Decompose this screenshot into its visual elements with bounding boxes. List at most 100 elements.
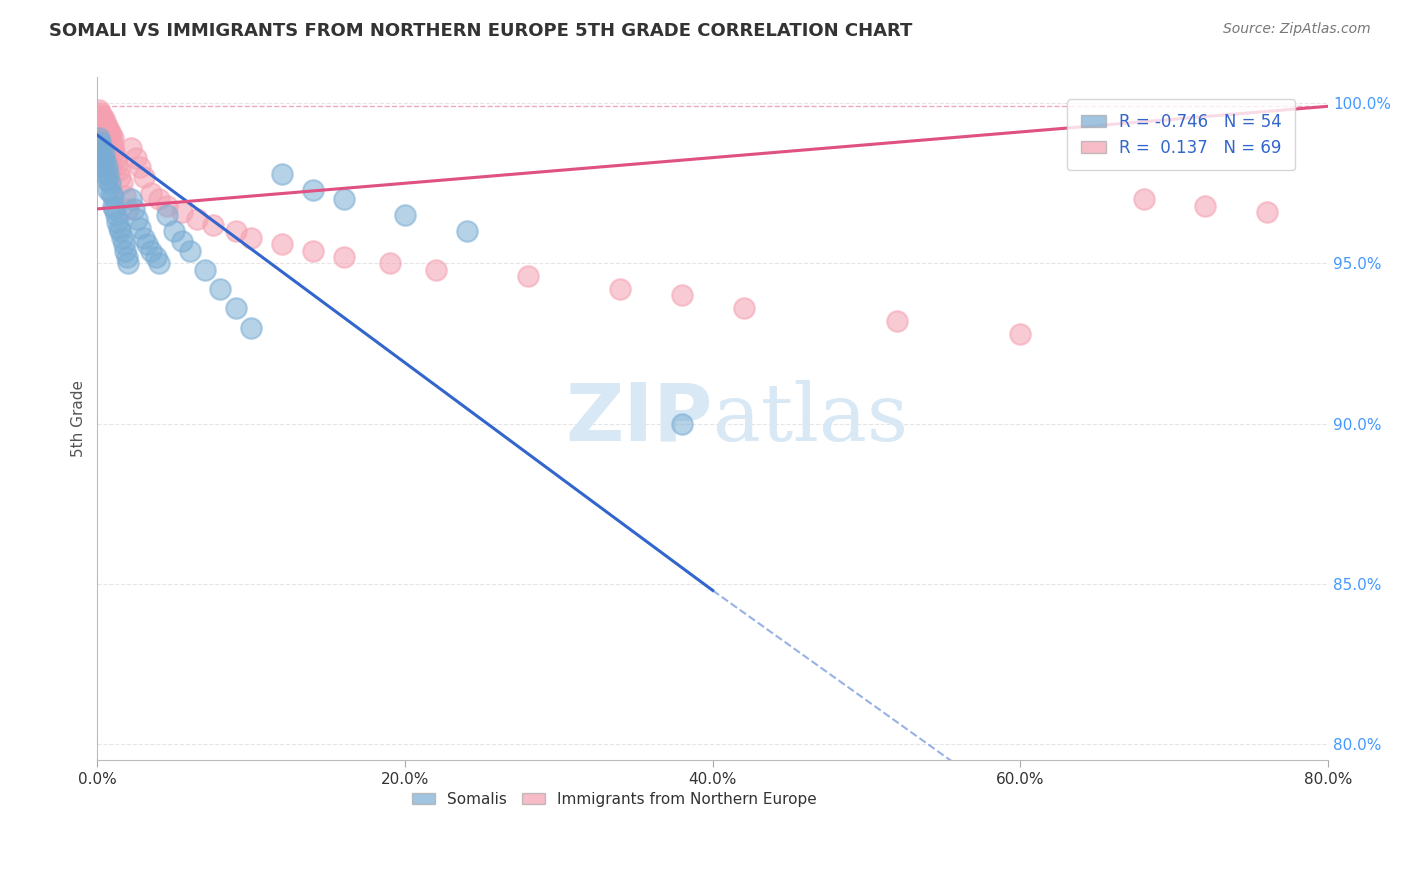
Point bbox=[97, 128, 120, 143]
Point bbox=[94, 147, 117, 161]
Point bbox=[100, 128, 122, 143]
Point bbox=[114, 189, 136, 203]
Point bbox=[332, 250, 354, 264]
Point bbox=[103, 144, 125, 158]
Point bbox=[114, 244, 136, 258]
Point bbox=[87, 135, 110, 149]
Point bbox=[194, 262, 217, 277]
Point bbox=[170, 205, 193, 219]
Point bbox=[1256, 205, 1278, 219]
Point bbox=[117, 256, 139, 270]
Point bbox=[129, 221, 152, 235]
Point bbox=[240, 231, 263, 245]
Point bbox=[301, 244, 323, 258]
Point bbox=[87, 137, 110, 152]
Point bbox=[609, 282, 631, 296]
Point bbox=[104, 208, 127, 222]
Text: atlas: atlas bbox=[713, 380, 908, 458]
Point bbox=[671, 288, 693, 302]
Point bbox=[378, 256, 401, 270]
Point bbox=[124, 202, 146, 216]
Point bbox=[155, 199, 177, 213]
Point bbox=[105, 215, 128, 229]
Text: Source: ZipAtlas.com: Source: ZipAtlas.com bbox=[1223, 22, 1371, 37]
Point bbox=[163, 224, 186, 238]
Point bbox=[101, 189, 124, 203]
Point bbox=[225, 224, 247, 238]
Point bbox=[135, 237, 157, 252]
Point bbox=[91, 141, 114, 155]
Point bbox=[93, 119, 115, 133]
Point bbox=[87, 121, 110, 136]
Y-axis label: 5th Grade: 5th Grade bbox=[72, 380, 86, 458]
Point bbox=[100, 186, 122, 200]
Point bbox=[89, 135, 111, 149]
Text: ZIP: ZIP bbox=[565, 380, 713, 458]
Point bbox=[91, 151, 114, 165]
Point bbox=[87, 115, 110, 129]
Point bbox=[148, 256, 170, 270]
Point bbox=[209, 282, 232, 296]
Text: SOMALI VS IMMIGRANTS FROM NORTHERN EUROPE 5TH GRADE CORRELATION CHART: SOMALI VS IMMIGRANTS FROM NORTHERN EUROP… bbox=[49, 22, 912, 40]
Point bbox=[115, 250, 138, 264]
Point bbox=[1010, 326, 1032, 341]
Point bbox=[98, 157, 121, 171]
Point bbox=[96, 160, 118, 174]
Point bbox=[141, 186, 163, 200]
Point bbox=[104, 151, 127, 165]
Point bbox=[89, 112, 111, 127]
Point bbox=[120, 141, 142, 155]
Point bbox=[87, 131, 110, 145]
Point bbox=[225, 301, 247, 316]
Point bbox=[97, 167, 120, 181]
Point bbox=[87, 109, 110, 123]
Legend: Somalis, Immigrants from Northern Europe: Somalis, Immigrants from Northern Europe bbox=[404, 784, 824, 814]
Point bbox=[94, 153, 117, 168]
Point bbox=[141, 244, 163, 258]
Point bbox=[332, 192, 354, 206]
Point bbox=[94, 167, 117, 181]
Point bbox=[96, 125, 118, 139]
Point bbox=[271, 167, 294, 181]
Point bbox=[93, 147, 115, 161]
Point bbox=[89, 137, 111, 152]
Point bbox=[1132, 192, 1154, 206]
Point bbox=[93, 125, 115, 139]
Point bbox=[132, 231, 155, 245]
Point bbox=[145, 250, 167, 264]
Point bbox=[87, 103, 110, 117]
Point bbox=[89, 119, 111, 133]
Point bbox=[101, 131, 124, 145]
Point bbox=[98, 176, 121, 190]
Point bbox=[886, 314, 908, 328]
Point bbox=[98, 131, 121, 145]
Point bbox=[301, 183, 323, 197]
Point bbox=[394, 208, 416, 222]
Point bbox=[111, 231, 134, 245]
Point bbox=[91, 128, 114, 143]
Point bbox=[671, 417, 693, 431]
Point bbox=[101, 137, 124, 152]
Point bbox=[127, 211, 149, 226]
Point bbox=[1194, 199, 1216, 213]
Point bbox=[240, 320, 263, 334]
Point bbox=[271, 237, 294, 252]
Point bbox=[117, 202, 139, 216]
Point bbox=[89, 144, 111, 158]
Point bbox=[105, 157, 128, 171]
Point bbox=[93, 144, 115, 158]
Point bbox=[456, 224, 478, 238]
Point bbox=[108, 163, 131, 178]
Point bbox=[101, 199, 124, 213]
Point bbox=[733, 301, 755, 316]
Point bbox=[155, 208, 177, 222]
Point bbox=[110, 224, 132, 238]
Point bbox=[91, 160, 114, 174]
Point bbox=[97, 183, 120, 197]
Point bbox=[91, 121, 114, 136]
Point bbox=[103, 202, 125, 216]
Point bbox=[148, 192, 170, 206]
Point bbox=[96, 119, 118, 133]
Point bbox=[91, 141, 114, 155]
Point bbox=[110, 169, 132, 184]
